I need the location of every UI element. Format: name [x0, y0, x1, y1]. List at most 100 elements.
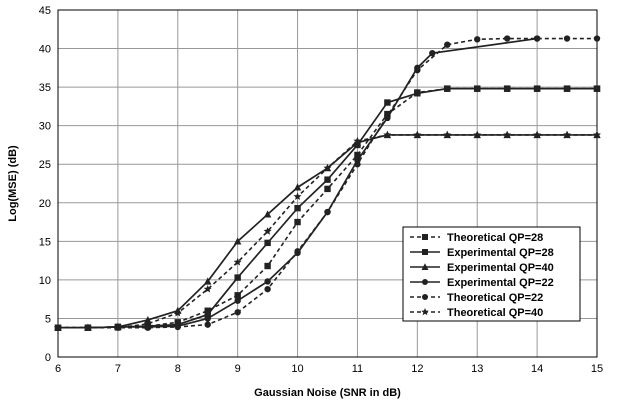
data-point	[503, 35, 511, 42]
y-tick-label: 35	[39, 82, 51, 94]
y-tick-label: 30	[39, 121, 51, 133]
data-point	[324, 208, 331, 216]
x-axis-ticks: 6 7 8 9 10 11 12 13 14 15	[55, 363, 603, 375]
data-point	[422, 249, 428, 255]
legend-label: Experimental QP=28	[447, 247, 554, 259]
data-point	[443, 130, 452, 139]
legend-label: Experimental QP=22	[447, 277, 554, 289]
legend-box	[402, 226, 581, 322]
data-point	[204, 315, 211, 322]
y-tick-label: 40	[39, 44, 51, 56]
data-point	[204, 307, 211, 314]
data-point	[234, 309, 241, 316]
data-point	[234, 292, 241, 299]
data-point	[503, 85, 511, 92]
x-tick-label: 12	[411, 363, 423, 375]
data-point	[264, 239, 271, 247]
data-point	[503, 130, 512, 139]
x-tick-label: 6	[55, 363, 61, 375]
y-tick-label: 45	[39, 5, 51, 17]
data-point	[444, 85, 451, 92]
data-point	[294, 248, 301, 255]
legend-item: Experimental QP=28	[410, 247, 554, 259]
data-point	[422, 234, 428, 240]
legend-item: Theoretical QP=28	[410, 232, 543, 244]
y-tick-label: 5	[45, 313, 51, 325]
data-point	[533, 130, 542, 139]
data-point	[233, 257, 242, 266]
data-point	[383, 130, 392, 139]
legend-item: Experimental QP=22	[410, 277, 554, 289]
data-point	[294, 218, 301, 226]
data-point	[204, 321, 211, 328]
legend-label: Theoretical QP=22	[447, 292, 543, 304]
data-point	[533, 35, 541, 42]
legend-label: Experimental QP=40	[447, 262, 554, 274]
y-axis-ticks: 0 5 10 15 20 25 30 35 40 45	[39, 5, 51, 364]
data-point	[593, 85, 601, 92]
data-point	[414, 90, 421, 97]
data-point	[233, 237, 242, 245]
data-point	[384, 112, 391, 119]
data-point	[143, 319, 152, 328]
x-tick-label: 15	[591, 363, 603, 375]
data-point	[113, 323, 122, 332]
data-point	[473, 130, 482, 139]
data-point	[563, 130, 572, 139]
data-point	[429, 49, 436, 57]
data-point	[593, 35, 601, 42]
data-point	[203, 284, 212, 293]
y-tick-label: 15	[39, 236, 51, 248]
x-axis-label: Gaussian Noise (SNR in dB)	[254, 387, 401, 399]
data-point	[293, 192, 302, 201]
data-point	[263, 210, 272, 218]
data-point	[563, 35, 571, 42]
data-point	[174, 323, 181, 331]
x-tick-label: 7	[115, 363, 121, 375]
y-tick-label: 10	[39, 275, 51, 287]
data-point	[354, 151, 361, 159]
data-point	[413, 130, 422, 139]
x-tick-label: 13	[471, 363, 483, 375]
data-point	[353, 136, 362, 145]
series-theoretical-qp-40	[54, 130, 601, 332]
legend-item: Experimental QP=40	[410, 262, 554, 274]
x-tick-label: 9	[235, 363, 241, 375]
legend-item: Theoretical QP=40	[410, 307, 543, 319]
data-point	[354, 161, 361, 168]
x-tick-label: 11	[352, 363, 363, 375]
x-tick-label: 8	[175, 363, 181, 375]
legend-label: Theoretical QP=40	[447, 307, 543, 319]
data-point	[263, 227, 272, 235]
data-point	[421, 263, 429, 270]
y-tick-label: 25	[39, 159, 51, 171]
data-point	[54, 323, 62, 332]
series-layer	[54, 35, 601, 332]
data-point	[324, 176, 331, 183]
data-point	[83, 323, 92, 332]
data-point	[264, 262, 271, 270]
data-point	[264, 285, 271, 293]
data-point	[474, 85, 481, 92]
data-point	[173, 308, 182, 317]
y-tick-label: 0	[45, 352, 51, 364]
y-tick-label: 20	[39, 198, 51, 210]
data-point	[444, 41, 451, 48]
x-tick-label: 10	[291, 363, 303, 375]
y-axis-label: Log(MSE) (dB)	[7, 145, 19, 222]
data-point	[204, 277, 212, 285]
data-point	[422, 279, 428, 285]
legend: Theoretical QP=28 Experimental QP=28 Exper…	[402, 226, 581, 322]
data-point	[414, 66, 421, 74]
x-tick-label: 14	[531, 363, 543, 375]
data-point	[264, 278, 271, 285]
legend-label: Theoretical QP=28	[447, 232, 543, 244]
plot-area	[57, 9, 598, 358]
data-point	[293, 183, 302, 191]
data-point	[563, 85, 571, 92]
data-point	[144, 315, 152, 324]
data-point	[593, 130, 601, 139]
data-point	[324, 185, 331, 193]
data-point	[533, 85, 541, 92]
